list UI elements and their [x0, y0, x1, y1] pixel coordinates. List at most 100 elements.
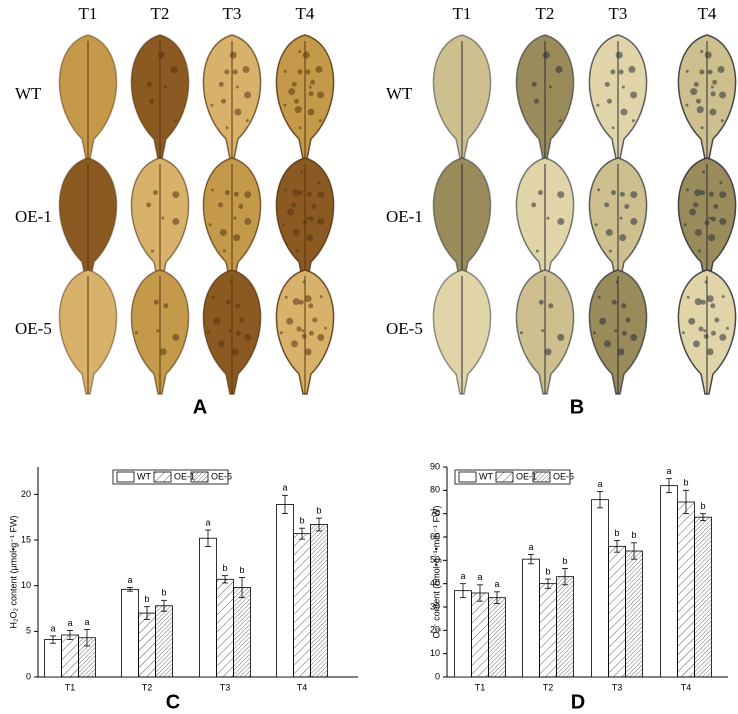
row-label: WT	[15, 84, 42, 103]
leaf-spot	[244, 333, 252, 341]
leaf-spot	[531, 81, 537, 87]
leaf-spot	[218, 202, 224, 208]
leaf-spot	[235, 330, 241, 336]
leaf-spot	[610, 69, 616, 75]
bar	[454, 590, 472, 678]
leaf-spot	[694, 228, 702, 236]
bar	[276, 504, 294, 678]
significance-letter: a	[494, 579, 499, 589]
leaf-spot	[220, 98, 226, 104]
leaf-spot	[283, 69, 287, 73]
leaf-spot	[317, 91, 325, 99]
leaf-spot	[533, 98, 539, 104]
bar	[61, 634, 79, 678]
leaf-spot	[153, 299, 159, 305]
leaf-spot	[170, 66, 178, 74]
leaf-spot	[315, 66, 323, 74]
leaf-spot	[311, 203, 317, 209]
significance-letter: b	[316, 506, 321, 516]
row-label: OE-5	[386, 319, 423, 338]
leaf-spot	[621, 330, 627, 336]
leaf-spot	[707, 69, 713, 75]
leaf-spot	[615, 51, 623, 59]
leaf-spot	[694, 298, 702, 306]
legend-label: WT	[137, 471, 151, 481]
leaf-spot	[610, 190, 616, 196]
leaf-spot	[293, 98, 299, 104]
leaf-spot	[541, 329, 545, 333]
bar	[310, 524, 328, 678]
leaf-spot	[224, 69, 230, 75]
leaf-spot	[604, 81, 610, 87]
leaf-spot	[683, 223, 687, 227]
leaf-spot	[697, 249, 701, 253]
column-label: T3	[609, 4, 628, 23]
bar	[293, 533, 311, 678]
leaf-spot	[630, 218, 638, 226]
leaf-spot	[630, 191, 638, 199]
leaf-spot	[206, 331, 210, 335]
y-tick-label: 20	[21, 489, 31, 499]
leaf-spot	[291, 81, 297, 87]
leaf-spot	[305, 69, 311, 75]
legend-swatch	[116, 471, 135, 483]
leaf-spot	[317, 181, 321, 185]
leaf-spot	[710, 216, 716, 222]
leaf-spot	[318, 119, 322, 123]
leaf-spot	[306, 216, 310, 220]
leaf-spot	[210, 103, 214, 107]
leaf-spot	[163, 303, 169, 309]
leaf-spot	[597, 295, 601, 299]
leaf-spot	[717, 66, 725, 74]
y-tick-label: 0	[435, 671, 440, 681]
leaf-spot	[698, 326, 704, 332]
leaf-spot	[208, 223, 212, 227]
leaf-spot	[624, 203, 630, 209]
leaf-spot	[163, 85, 167, 89]
column-label: T3	[223, 4, 242, 23]
leaf-spot	[606, 98, 612, 104]
bar	[539, 583, 557, 678]
x-tick-label: T1	[65, 682, 76, 692]
leaf-spot	[244, 191, 252, 199]
row-label: OE-5	[15, 319, 52, 338]
leaf-spot	[291, 202, 297, 208]
leaf-spot	[172, 218, 180, 226]
leaf-spot	[242, 66, 250, 74]
column-label: T2	[536, 4, 555, 23]
leaf-spot	[238, 203, 244, 209]
leaf-spot	[172, 191, 180, 199]
bar	[138, 612, 156, 678]
leaf-spot	[531, 202, 537, 208]
leaf-spot	[592, 331, 596, 335]
leaf-spot	[292, 228, 300, 236]
column-label: T4	[698, 4, 717, 23]
leaf-spot	[706, 295, 714, 303]
leaf-spot	[703, 329, 707, 333]
bar	[625, 550, 643, 678]
leaf-spot	[301, 333, 307, 339]
leaf-spot	[307, 108, 315, 116]
leaf-spot	[146, 202, 152, 208]
significance-letter: a	[460, 571, 465, 581]
y-tick-label: 70	[430, 508, 440, 518]
leaf-spot	[225, 299, 231, 305]
leaf-spot	[625, 317, 631, 323]
leaf-spot	[686, 295, 690, 299]
leaf-spot	[232, 69, 238, 75]
significance-letter: b	[562, 556, 567, 566]
significance-letter: b	[700, 501, 705, 511]
leaf-spot	[681, 331, 685, 335]
leaf-spot	[233, 234, 241, 242]
leaf-spot	[244, 218, 252, 226]
legend-label: WT	[479, 471, 493, 481]
leaf-spot	[619, 234, 627, 242]
significance-letter: b	[299, 516, 304, 526]
significance-letter: b	[614, 528, 619, 538]
legend-label: OE-1	[174, 471, 195, 481]
leaf-spot	[685, 103, 689, 107]
leaf-spot	[710, 303, 716, 309]
significance-letter: a	[50, 623, 55, 633]
leaf-spot	[709, 108, 717, 116]
